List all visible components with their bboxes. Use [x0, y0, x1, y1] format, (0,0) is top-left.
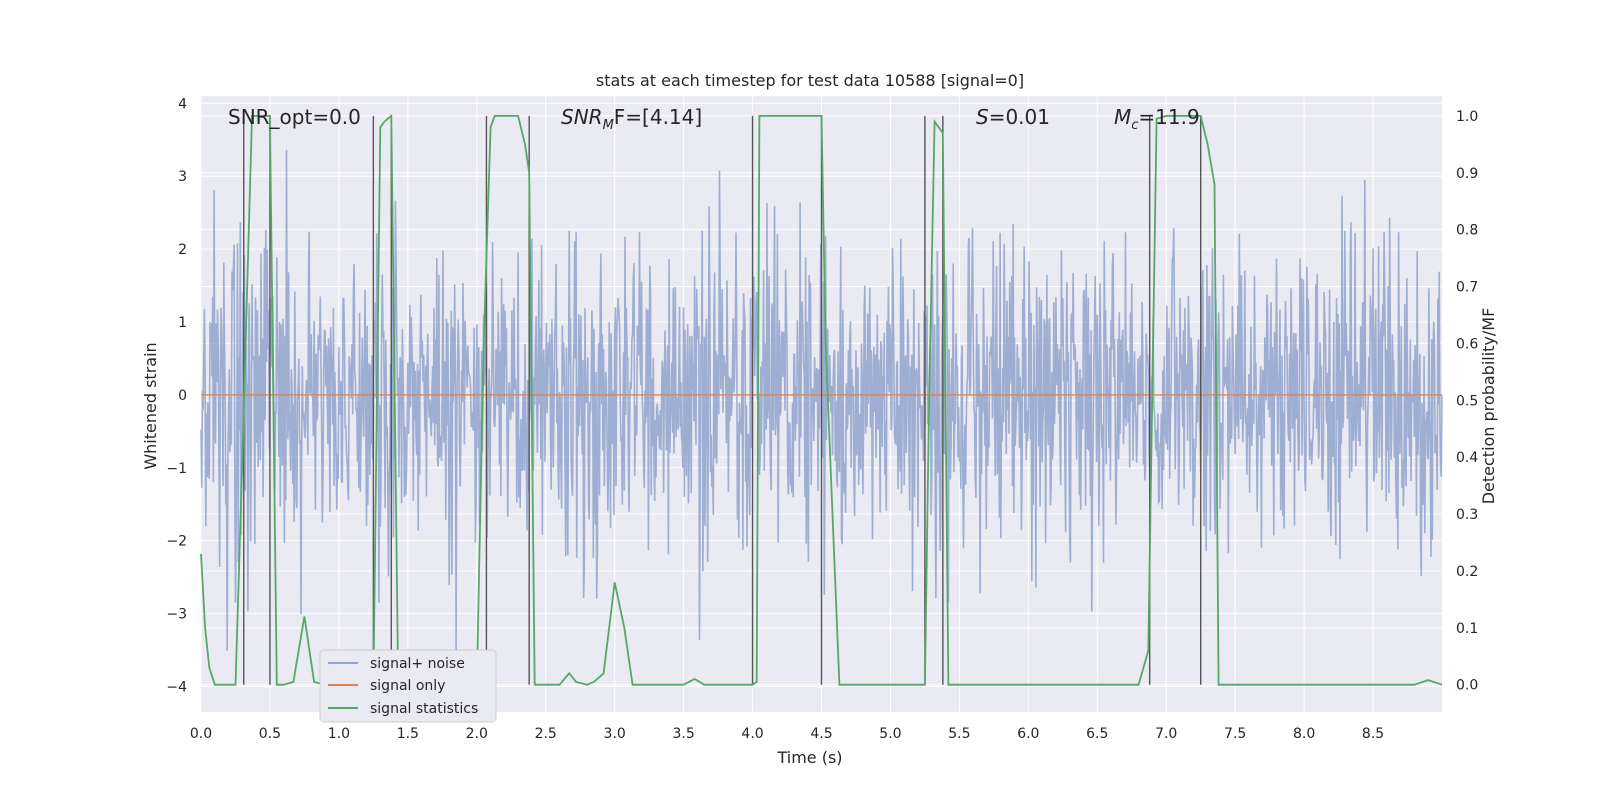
- x-tick-label: 2.0: [466, 726, 488, 742]
- snr-mf-symbol: SNR: [561, 105, 603, 129]
- x-tick-label: 4.0: [741, 726, 763, 742]
- y-tick-label: −1: [166, 461, 187, 477]
- y-tick-label: 2: [178, 242, 187, 258]
- y2-tick-label: 0.7: [1456, 280, 1478, 296]
- x-tick-label: 6.0: [1017, 726, 1039, 742]
- annotation-snr-opt: SNR_opt=0.0: [228, 105, 361, 129]
- x-tick-label: 4.5: [810, 726, 832, 742]
- y-tick-label: 3: [178, 169, 187, 185]
- x-tick-label: 8.0: [1293, 726, 1315, 742]
- mc-subscript: c: [1131, 118, 1138, 133]
- y2-axis-label: Detection probability/MF: [1479, 308, 1498, 505]
- mc-value: =11.9: [1138, 105, 1199, 129]
- y2-tick-label: 0.2: [1456, 564, 1478, 580]
- y2-tick-label: 0.4: [1456, 450, 1478, 466]
- snr-mf-value: F=[4.14]: [614, 105, 702, 129]
- y-tick-label: 1: [178, 315, 187, 331]
- legend: signal+ noise signal only signal statist…: [319, 649, 497, 723]
- y2-tick-label: 0.8: [1456, 223, 1478, 239]
- y2-tick-label: 0.5: [1456, 393, 1478, 409]
- y2-tick-label: 0.9: [1456, 166, 1478, 182]
- x-tick-label: 8.5: [1362, 726, 1384, 742]
- x-tick-label: 3.5: [672, 726, 694, 742]
- y2-tick-label: 0.0: [1456, 678, 1478, 694]
- y2-tick-label: 1.0: [1456, 109, 1478, 125]
- s-symbol: S: [976, 105, 989, 129]
- y2-tick-label: 0.3: [1456, 507, 1478, 523]
- x-tick-label: 6.5: [1086, 726, 1108, 742]
- x-tick-label: 7.5: [1224, 726, 1246, 742]
- y2-tick-label: 0.6: [1456, 336, 1478, 352]
- x-tick-label: 5.5: [948, 726, 970, 742]
- x-tick-label: 5.0: [879, 726, 901, 742]
- legend-box: [319, 649, 497, 723]
- chart-title: stats at each timestep for test data 105…: [596, 71, 1024, 90]
- x-axis-label: Time (s): [776, 748, 842, 767]
- snr-mf-subscript: M: [603, 118, 614, 133]
- x-tick-label: 1.0: [328, 726, 350, 742]
- y-tick-label: −4: [166, 679, 187, 695]
- s-value: =0.01: [989, 105, 1050, 129]
- annotation-s: S=0.01: [976, 105, 1050, 129]
- x-tick-label: 0.0: [190, 726, 212, 742]
- y-tick-label: 0: [178, 388, 187, 404]
- y-tick-label: −3: [166, 607, 187, 623]
- statistics-series-line: [200, 114, 1443, 686]
- y-tick-label: 4: [178, 96, 187, 112]
- x-tick-label: 2.5: [535, 726, 557, 742]
- legend-label-signal: signal only: [370, 678, 445, 694]
- legend-label-noise: signal+ noise: [370, 656, 465, 672]
- x-tick-label: 0.5: [259, 726, 281, 742]
- y2-tick-label: 0.1: [1456, 621, 1478, 637]
- x-tick-label: 3.0: [604, 726, 626, 742]
- legend-label-stats: signal statistics: [370, 701, 478, 717]
- annotation-mc: Mc=11.9: [1114, 105, 1200, 133]
- y-axis-label: Whitened strain: [141, 342, 160, 469]
- y-tick-label: −2: [166, 534, 187, 550]
- x-tick-label: 7.0: [1155, 726, 1177, 742]
- x-tick-label: 1.5: [397, 726, 419, 742]
- mc-symbol: M: [1114, 105, 1131, 129]
- annotation-snr-mf: SNRMF=[4.14]: [561, 105, 702, 133]
